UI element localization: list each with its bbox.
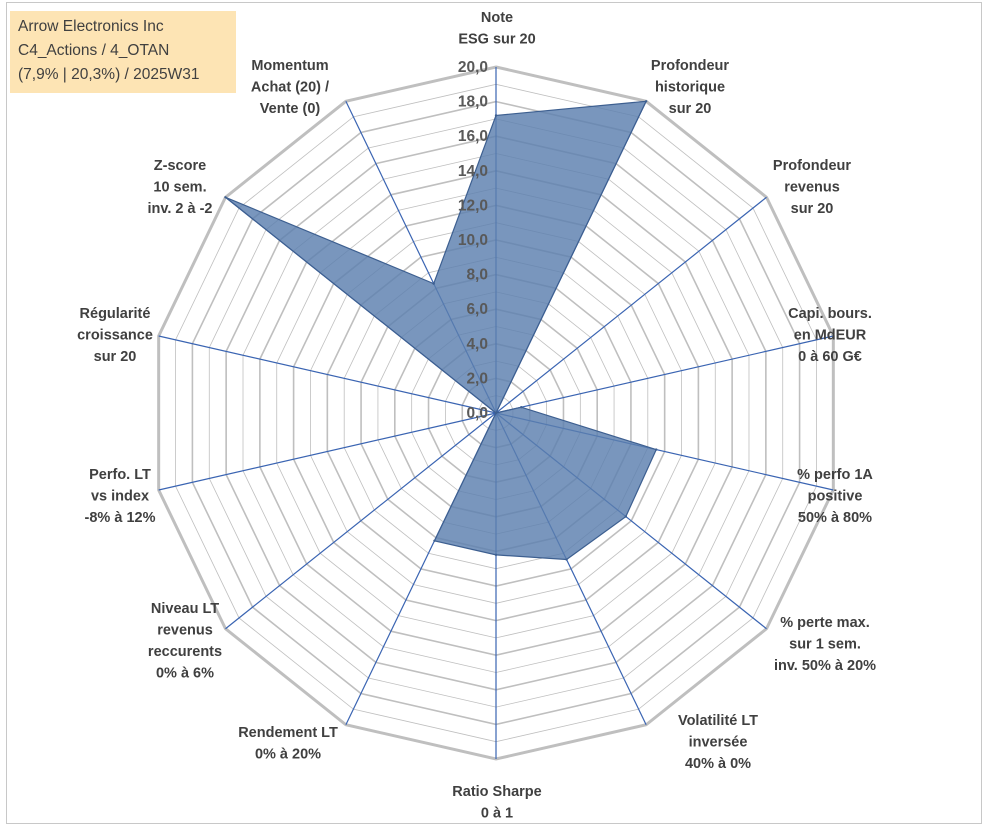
tick-label: 4,0: [466, 336, 488, 353]
axis-label-line: Niveau LT: [151, 601, 219, 617]
axis-label-line: Achat (20) /: [251, 80, 329, 96]
axis-label: Capi. bours. en MdEUR 0 à 60 G€: [788, 306, 872, 365]
axis-label-line: en MdEUR: [794, 328, 867, 344]
data-point: [644, 100, 648, 103]
title-category: C4_Actions / 4_OTAN: [18, 42, 170, 59]
axis-spoke: [495, 196, 767, 414]
axis-spoke: [225, 412, 497, 630]
tick-label: 14,0: [458, 163, 488, 180]
tick-label: 12,0: [458, 197, 488, 214]
axis-label-line: Régularité: [80, 306, 151, 322]
axis-spoke: [158, 335, 497, 414]
axis-label: Profondeur revenus sur 20: [773, 158, 851, 217]
axis-label-line: sur 20: [791, 201, 834, 217]
axis-label-line: Ratio Sharpe: [452, 784, 541, 800]
axis-label-line: inversée: [689, 735, 748, 751]
tick-label: 6,0: [466, 301, 488, 318]
axis-label-line: revenus: [157, 623, 213, 639]
data-point: [520, 406, 523, 409]
axis-label-line: 40% à 0%: [685, 756, 751, 772]
axis-label-line: revenus: [784, 180, 840, 196]
data-point: [224, 196, 227, 199]
axis-label-line: historique: [655, 80, 725, 96]
axis-label-line: ESG sur 20: [458, 32, 535, 48]
axis-label: Niveau LT revenus reccurents 0% à 6%: [148, 601, 222, 682]
data-point: [432, 282, 435, 285]
axis-label: Régularité croissance sur 20: [77, 306, 153, 365]
axis-label-line: 0 à 60 G€: [798, 349, 862, 365]
axis-label-line: croissance: [77, 328, 153, 344]
data-point: [494, 411, 498, 415]
axis-label-line: -8% à 12%: [85, 510, 156, 526]
axis-spoke: [495, 335, 834, 414]
axis-label: Ratio Sharpe 0 à 1: [452, 784, 541, 822]
data-point: [655, 448, 658, 451]
axis-label: % perfo 1A positive 50% à 80%: [797, 467, 873, 526]
axis-label-line: 0 à 1: [481, 806, 513, 822]
tick-label: 10,0: [458, 232, 488, 249]
axis-label-line: Profondeur: [773, 158, 851, 174]
axis-label: Z-score 10 sem. inv. 2 à -2: [147, 158, 212, 217]
axis-label-line: 0% à 20%: [255, 747, 321, 763]
axis-label: Perfo. LT vs index -8% à 12%: [85, 467, 156, 526]
tick-label: 8,0: [466, 267, 488, 284]
axis-label-line: Volatilité LT: [678, 713, 758, 729]
data-point: [433, 539, 436, 543]
axis-label-line: sur 20: [94, 349, 137, 365]
title-stats: (7,9% | 20,3%) / 2025W31: [18, 66, 200, 83]
axis-label-line: positive: [808, 489, 863, 505]
axis-label-line: vs index: [91, 489, 149, 505]
tick-label: 20,0: [458, 59, 488, 76]
axis-label: Note ESG sur 20: [458, 10, 535, 48]
axis-label-line: Rendement LT: [238, 725, 338, 741]
axis-spoke: [158, 412, 497, 491]
tick-label: 2,0: [466, 370, 488, 387]
axis-label: Rendement LT 0% à 20%: [238, 725, 338, 763]
axis-label-line: reccurents: [148, 644, 222, 660]
axis-label-line: sur 20: [669, 101, 712, 117]
axis-label: Profondeur historique sur 20: [651, 58, 729, 117]
data-point: [494, 114, 498, 117]
axis-label-line: 50% à 80%: [798, 510, 872, 526]
data-point: [494, 553, 498, 557]
tick-label: 18,0: [458, 94, 488, 111]
axis-label: % perte max. sur 1 sem. inv. 50% à 20%: [774, 615, 876, 674]
axis-label: Momentum Achat (20) / Vente (0): [251, 58, 329, 117]
tick-label: 0,0: [466, 405, 488, 422]
axis-label-line: Profondeur: [651, 58, 729, 74]
data-point: [565, 558, 568, 561]
axis-label-line: Note: [481, 10, 513, 26]
axis-label: Volatilité LT inversée 40% à 0%: [678, 713, 758, 772]
axis-label-line: sur 1 sem.: [789, 637, 861, 653]
axis-label-line: 0% à 6%: [156, 666, 214, 682]
axis-label-line: Z-score: [154, 158, 206, 174]
title-company: Arrow Electronics Inc: [18, 18, 164, 35]
chart-title-box: Arrow Electronics Inc C4_Actions / 4_OTA…: [10, 11, 236, 93]
axis-label-line: inv. 2 à -2: [147, 201, 212, 217]
axis-label-line: 10 sem.: [153, 180, 206, 196]
axis-label-line: Vente (0): [260, 101, 321, 117]
axis-label-line: inv. 50% à 20%: [774, 658, 876, 674]
tick-label: 16,0: [458, 128, 488, 145]
axis-label-line: % perfo 1A: [797, 467, 873, 483]
data-point: [624, 515, 628, 518]
axis-label-line: % perte max.: [780, 615, 869, 631]
axis-label-line: Momentum: [251, 58, 328, 74]
axis-label-line: Perfo. LT: [89, 467, 151, 483]
axis-label-line: Capi. bours.: [788, 306, 872, 322]
